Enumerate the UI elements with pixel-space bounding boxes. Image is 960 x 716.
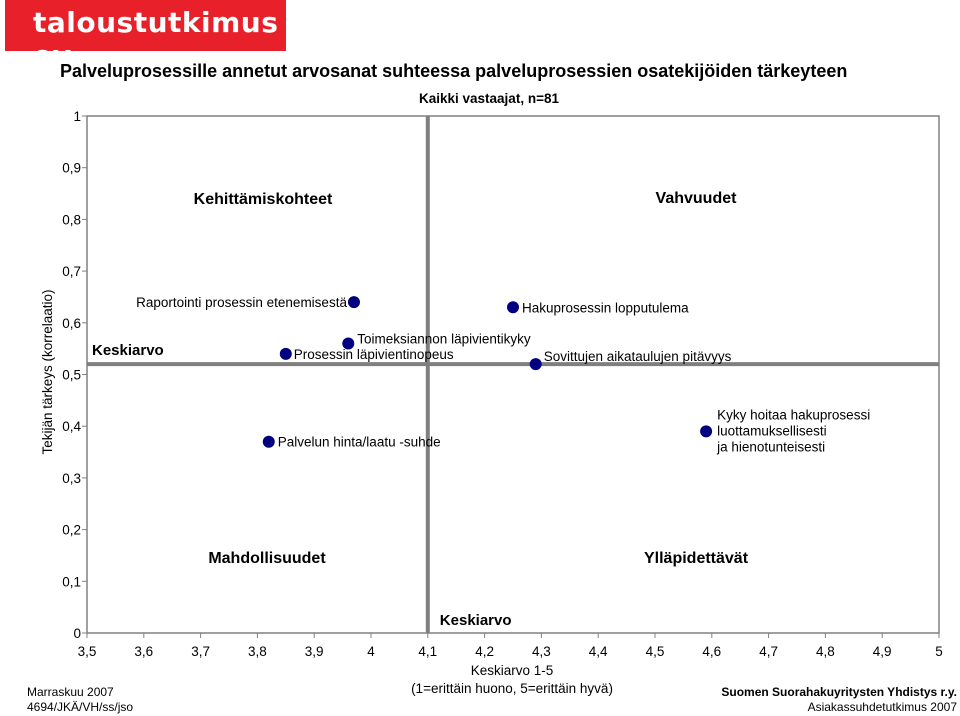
x-tick-label: 4,5: [646, 644, 665, 659]
x-tick-label: 4,8: [816, 644, 835, 659]
data-point: [262, 435, 275, 448]
chart-subtitle: Kaikki vastaajat, n=81: [419, 91, 559, 106]
x-tick-label: 3,5: [78, 644, 97, 659]
y-tick-label: 0,1: [62, 574, 81, 589]
data-point-label: Toimeksiannon läpivientikyky: [357, 331, 531, 346]
data-point: [507, 301, 519, 314]
brand-logo: taloustutkimus oy: [5, 0, 286, 72]
data-point: [279, 347, 292, 360]
x-tick-label: 3,8: [248, 644, 267, 659]
y-tick-label: 0: [73, 626, 81, 641]
x-tick-label: 4,2: [475, 644, 494, 659]
reference-line-vertical-label: Keskiarvo: [440, 612, 512, 629]
x-tick-label: 3,9: [305, 644, 324, 659]
y-tick-label: 0,9: [62, 161, 81, 176]
data-point-label-line: Sovittujen aikataulujen pitävyys: [544, 349, 732, 364]
x-tick-label: 4,4: [589, 644, 608, 659]
data-point: [347, 296, 360, 309]
y-tick-label: 0,7: [62, 264, 81, 279]
brand-logo-text: taloustutkimus oy: [33, 6, 279, 72]
data-point-label-line: Prosessin läpivientinopeus: [294, 347, 454, 362]
data-point-label-line: Raportointi prosessin etenemisestä: [136, 295, 347, 310]
quadrant-label-top-left: Kehittämiskohteet: [194, 191, 333, 208]
data-point-label: Prosessin läpivientinopeus: [294, 347, 454, 362]
data-point-label-line: luottamuksellisesti: [717, 423, 827, 438]
x-tick-label: 3,6: [134, 644, 153, 659]
y-tick-label: 0,8: [62, 212, 81, 227]
chart-title: Palveluprosessille annetut arvosanat suh…: [60, 61, 848, 81]
x-tick-label: 4,7: [759, 644, 778, 659]
footer-client: Suomen Suorahakuyritysten Yhdistys r.y.: [721, 685, 957, 699]
x-tick-label: 4,6: [702, 644, 721, 659]
data-point-label: Kyky hoitaa hakuprosessi luottamuksellise…: [716, 407, 870, 454]
y-tick-label: 0,5: [62, 368, 81, 383]
quadrant-label-bottom-left: Mahdollisuudet: [208, 550, 326, 567]
data-point-label: Hakuprosessin lopputulema: [522, 300, 689, 315]
data-point-label-line: Kyky hoitaa hakuprosessi: [717, 407, 870, 422]
quadrant-label-bottom-right: Ylläpidettävät: [644, 550, 749, 567]
x-tick-label: 4,3: [532, 644, 551, 659]
footer-code: 4694/JKÄ/VH/ss/jso: [27, 700, 134, 714]
data-point-label-line: Hakuprosessin lopputulema: [522, 300, 689, 315]
data-point: [529, 358, 542, 371]
y-tick-label: 0,4: [62, 419, 81, 434]
data-point-label-line: Palvelun hinta/laatu -suhde: [278, 435, 441, 450]
data-point-label-line: Toimeksiannon läpivientikyky: [357, 331, 531, 346]
data-point-label: Palvelun hinta/laatu -suhde: [278, 435, 441, 450]
y-axis-label: Tekijän tärkeys (korrelaatio): [40, 289, 55, 454]
x-tick-label: 3,7: [191, 644, 210, 659]
data-point-label: Sovittujen aikataulujen pitävyys: [544, 349, 732, 364]
reference-line-horizontal-label: Keskiarvo: [92, 342, 164, 359]
y-tick-label: 0,6: [62, 316, 81, 331]
x-tick-label: 4: [367, 644, 375, 659]
data-point-label: Raportointi prosessin etenemisestä: [136, 295, 347, 310]
footer-date: Marraskuu 2007: [27, 685, 114, 699]
x-tick-label: 5: [935, 644, 943, 659]
footer-report: Asiakassuhdetutkimus 2007: [807, 700, 957, 714]
y-tick-label: 0,3: [62, 471, 81, 486]
data-point: [342, 337, 355, 350]
data-point: [700, 425, 713, 438]
y-tick-label: 0,2: [62, 523, 81, 538]
x-tick-label: 4,9: [873, 644, 892, 659]
quadrant-label-top-right: Vahvuudet: [656, 190, 738, 207]
x-axis-label-scale: (1=erittäin huono, 5=erittäin hyvä): [411, 681, 613, 696]
x-axis-label: Keskiarvo 1-5: [471, 663, 554, 678]
x-tick-label: 4,1: [418, 644, 437, 659]
data-point-label-line: ja hienotunteisesti: [716, 439, 825, 454]
y-tick-label: 1: [73, 109, 81, 124]
